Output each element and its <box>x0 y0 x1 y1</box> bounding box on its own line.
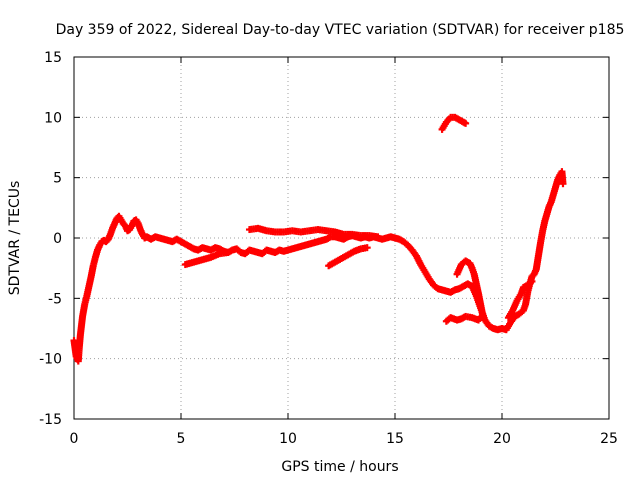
x-tick-label: 5 <box>177 431 186 447</box>
y-tick-label: 10 <box>44 110 62 126</box>
y-tick-label: -15 <box>39 412 62 428</box>
data-point <box>528 277 536 285</box>
data-point <box>363 244 371 252</box>
y-axis-label: SDTVAR / TECUs <box>7 181 23 296</box>
y-tick-label: -10 <box>39 352 62 368</box>
x-tick-label: 20 <box>493 431 511 447</box>
y-tick-label: 15 <box>44 50 62 66</box>
axis-ticks: 0 5 10 15 20 25 -15 -10 -5 0 5 10 15 <box>39 50 618 447</box>
data-point <box>224 248 232 256</box>
chart-title: Day 359 of 2022, Sidereal Day-to-day VTE… <box>56 22 625 38</box>
data-point <box>559 180 567 188</box>
y-tick-label: -5 <box>48 291 62 307</box>
data-point <box>374 233 382 241</box>
y-tick-label: 0 <box>53 231 62 247</box>
data-point <box>462 119 470 127</box>
y-tick-label: 5 <box>53 171 62 187</box>
x-tick-label: 15 <box>386 431 404 447</box>
x-tick-label: 0 <box>70 431 79 447</box>
data-point <box>442 317 450 325</box>
data-points <box>70 113 567 365</box>
x-axis-label: GPS time / hours <box>281 459 398 475</box>
x-tick-label: 10 <box>279 431 297 447</box>
x-tick-label: 25 <box>600 431 618 447</box>
